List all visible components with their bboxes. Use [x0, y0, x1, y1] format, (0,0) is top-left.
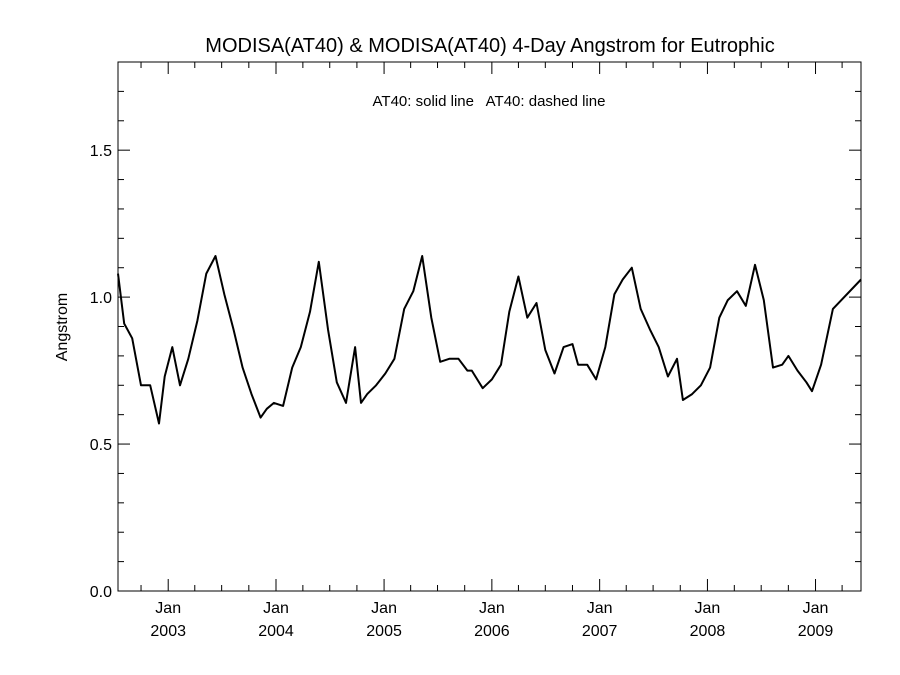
x-tick-label-year: 2005 [366, 623, 402, 640]
x-tick-label-month: Jan [371, 600, 397, 617]
plot-frame [117, 61, 862, 592]
x-tick-label-year: 2006 [474, 623, 510, 640]
y-axis-label: Angstrom [54, 293, 71, 361]
x-tick-label-month: Jan [155, 600, 181, 617]
x-tick-label-year: 2004 [258, 623, 294, 640]
y-tick-label: 0.0 [90, 584, 112, 601]
x-tick-label-month: Jan [479, 600, 505, 617]
y-axis-ticks: 0.0 0.5 1.0 1.5 [90, 61, 861, 601]
x-tick-label-year: 2009 [798, 623, 834, 640]
y-tick-label: 1.0 [90, 290, 112, 307]
series-line-at40 [117, 255, 862, 425]
x-tick-label-year: 2008 [690, 623, 726, 640]
chart-title: MODISA(AT40) & MODISA(AT40) 4-Day Angstr… [205, 35, 774, 57]
x-axis-ticks: Jan 2003 Jan 2004 Jan 2005 Jan 2006 Jan 2007 Jan 20… [140, 62, 843, 640]
y-tick-label: 1.5 [90, 143, 112, 160]
legend-text: AT40: solid line AT40: dashed line [373, 93, 606, 110]
x-tick-label-month: Jan [695, 600, 721, 617]
x-tick-label-year: 2003 [150, 623, 186, 640]
x-tick-label-month: Jan [803, 600, 829, 617]
x-tick-label-month: Jan [263, 600, 289, 617]
x-tick-label-year: 2007 [582, 623, 618, 640]
y-tick-label: 0.5 [90, 437, 112, 454]
x-tick-label-month: Jan [587, 600, 613, 617]
series-group [117, 255, 862, 425]
